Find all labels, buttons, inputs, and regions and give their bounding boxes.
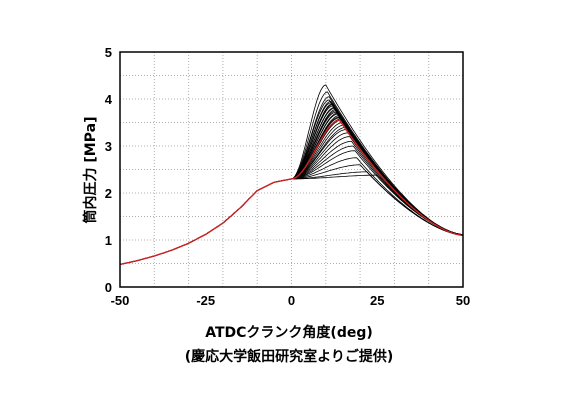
- y-tick-label: 1: [105, 233, 112, 248]
- grid: [120, 52, 463, 287]
- mean-curve: [119, 119, 464, 266]
- y-tick-labels: 0 1 2 3 4 5: [105, 45, 113, 295]
- plot-frame: [119, 51, 464, 288]
- x-tick-label: -50: [111, 293, 130, 308]
- x-tick-labels: -50 -25 0 25 50: [111, 293, 471, 308]
- y-tick-label: 4: [105, 92, 113, 107]
- x-tick-label: 25: [370, 293, 384, 308]
- mean-curve-group: [119, 119, 464, 266]
- x-tick-label: 0: [288, 293, 295, 308]
- y-tick-label: 5: [105, 45, 112, 60]
- y-tick-label: 0: [105, 280, 112, 295]
- y-tick-label: 2: [105, 186, 112, 201]
- y-tick-label: 3: [105, 139, 112, 154]
- x-tick-label: -25: [196, 293, 215, 308]
- credit-caption: (慶応大学飯田研究室よりご提供): [184, 349, 394, 365]
- y-axis-label: 筒内圧力 [MPa]: [82, 117, 99, 224]
- pressure-chart: -50 -25 0 25 50 0 1 2 3 4 5 筒内圧力 [MPa]: [82, 45, 471, 308]
- x-tick-label: 50: [456, 293, 470, 308]
- x-axis-label: ATDCクランク角度(deg): [205, 325, 373, 341]
